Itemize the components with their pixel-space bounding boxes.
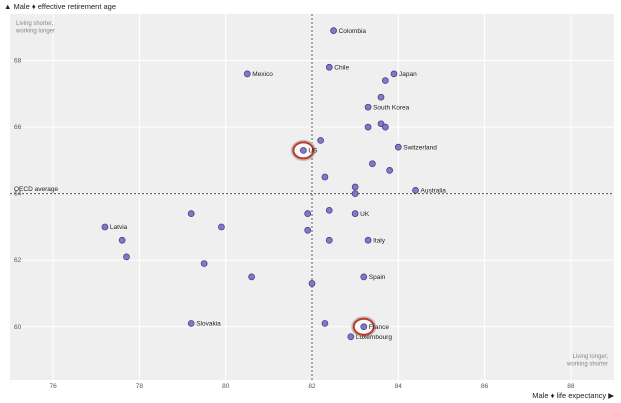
data-point-label: Slovakia	[196, 321, 221, 328]
data-point	[377, 93, 385, 101]
y-tick-label: 66	[14, 124, 22, 131]
data-point-label: Spain	[369, 274, 386, 281]
data-point	[321, 173, 329, 181]
x-tick-label: 88	[567, 383, 575, 390]
x-tick-label: 86	[481, 383, 489, 390]
y-tick-label: 68	[14, 58, 22, 65]
data-point-label: Luxembourg	[356, 334, 393, 341]
data-point	[386, 167, 394, 174]
data-point-label: Italy	[373, 238, 386, 245]
data-point	[381, 77, 389, 84]
data-point-label: Chile	[334, 65, 349, 72]
data-point-australia	[412, 186, 419, 194]
data-point	[123, 253, 130, 261]
y-tick-label: 62	[14, 257, 22, 264]
corner-label-top-left: Living shorter,	[16, 21, 54, 27]
y-tick-label: 64	[14, 191, 22, 198]
data-point-us	[300, 147, 307, 154]
data-point-label: Latvia	[110, 224, 128, 231]
data-point-slovakia	[187, 320, 195, 327]
y-tick-label: 60	[14, 324, 22, 331]
highlight-ring	[292, 141, 315, 160]
corner-label-bottom-right: Living longer,	[573, 354, 609, 360]
data-point-label: South Korea	[373, 104, 410, 111]
data-point	[377, 120, 385, 128]
corner-annotations: Living shorter, working longer Living long…	[15, 21, 608, 368]
data-point	[308, 280, 316, 287]
data-point-label: Mexico	[252, 71, 273, 78]
data-point	[325, 236, 333, 244]
highlight-ring	[352, 317, 375, 336]
data-point-luxembourg	[347, 333, 355, 341]
axis-ticks: 76 78 80 82 84 86 88 60 62 64 66 68	[14, 58, 575, 390]
data-point-south-korea	[364, 103, 372, 111]
data-point	[248, 273, 255, 281]
data-point	[304, 226, 312, 234]
data-point-latvia	[101, 223, 109, 231]
data-point	[325, 206, 333, 214]
data-point	[118, 236, 126, 244]
data-point-italy	[364, 236, 372, 244]
x-tick-label: 82	[308, 383, 316, 390]
oecd-average-label: OECD average	[14, 186, 58, 193]
data-point-label: US	[308, 148, 318, 155]
data-points: Colombia Chile Mexico Japan South Korea US Swi…	[101, 27, 447, 341]
data-point	[351, 183, 359, 191]
corner-label-bottom-right: working shorter	[566, 362, 608, 368]
data-point-switzerland	[394, 143, 402, 151]
corner-label-top-left: working longer	[15, 29, 55, 35]
y-axis-title: ▲ Male ♦ effective retirement age	[4, 2, 116, 11]
data-point-chile	[325, 63, 333, 71]
data-point-label: Japan	[399, 71, 417, 78]
data-point-label: Colombia	[339, 28, 367, 35]
data-point	[321, 320, 329, 327]
data-point	[369, 160, 376, 168]
data-point	[187, 210, 195, 217]
data-point-label: Australia	[421, 188, 447, 195]
data-point-label: Switzerland	[403, 144, 437, 151]
data-point-japan	[390, 70, 398, 78]
data-point	[218, 223, 225, 231]
data-point-mexico	[243, 70, 251, 78]
data-point-france	[360, 323, 368, 331]
data-point	[381, 123, 389, 131]
data-point	[200, 260, 208, 267]
x-tick-label: 80	[222, 383, 230, 390]
x-tick-label: 78	[136, 383, 144, 390]
data-point	[351, 190, 359, 198]
data-point-label: UK	[360, 211, 370, 218]
data-point-label: France	[369, 324, 390, 331]
x-axis-title: Male ♦ life expectancy ▶	[532, 391, 615, 400]
data-point-colombia	[330, 27, 337, 34]
data-point	[364, 123, 372, 131]
reference-lines: OECD average	[10, 14, 614, 380]
data-point	[317, 137, 324, 144]
data-point-uk	[351, 210, 359, 217]
data-point-spain	[360, 273, 368, 281]
data-point	[304, 210, 312, 217]
x-tick-label: 84	[395, 383, 403, 390]
x-tick-label: 76	[50, 383, 58, 390]
